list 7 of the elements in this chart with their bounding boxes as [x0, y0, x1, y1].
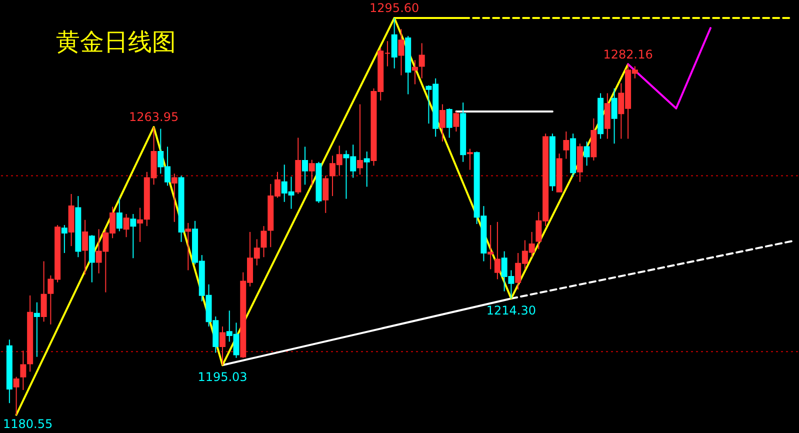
annotation: 1195.03	[198, 370, 248, 384]
annotation: 1214.30	[486, 304, 536, 318]
text: 1180.55	[3, 417, 53, 431]
annotation: 1282.16	[603, 47, 653, 62]
annotation: 1263.95	[128, 110, 179, 124]
annotation: 1295.60	[370, 1, 420, 15]
chart-title: 黄金日线图	[56, 28, 176, 56]
